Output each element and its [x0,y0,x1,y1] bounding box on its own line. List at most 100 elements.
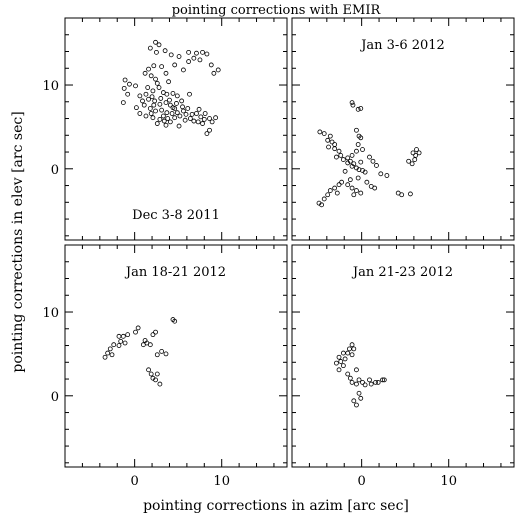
data-point [327,133,333,139]
data-point [146,96,151,102]
data-point [367,154,372,160]
data-point [146,66,151,72]
data-point [183,111,189,117]
data-point [340,363,346,369]
data-point [180,104,185,110]
data-point [143,91,149,97]
data-point [409,161,415,167]
data-point [374,163,379,168]
data-point [176,123,182,129]
data-point [338,359,344,364]
data-point [410,150,416,156]
data-point [162,48,168,54]
data-point [347,346,352,352]
data-point [177,113,183,119]
data-point [325,137,331,143]
data-point [122,340,128,346]
data-point [156,85,162,90]
data-point [215,67,221,73]
data-point [141,102,147,108]
data-point [336,354,342,360]
panels-layer: 0 10 Dec 3-8 2011 Jan 3-6 2012 0 10 0 10 Jan 18-… [42,17,515,489]
data-point [204,51,210,57]
data-point [150,115,156,121]
data-point [187,91,192,97]
panel-label: Dec 3-8 2011 [132,208,220,223]
data-point [145,85,151,90]
data-point [167,102,173,108]
data-point [147,342,153,348]
data-point [332,142,338,147]
data-point [172,62,178,68]
panel-jan-3-6-2012: Jan 3-6 2012 [291,17,515,241]
data-point [349,163,355,169]
data-point [176,54,182,59]
data-point [168,52,174,58]
data-point [107,346,113,352]
data-point [354,402,359,408]
data-point [333,360,339,366]
data-point [209,119,215,125]
data-point [153,39,158,45]
panel-frame [291,244,515,468]
data-point [159,64,165,69]
data-point [326,144,331,150]
data-point [159,107,165,113]
data-point [213,115,219,121]
data-point [197,57,203,63]
data-point [198,114,204,120]
data-point [179,98,185,104]
data-point [158,96,164,101]
data-point [412,157,418,162]
data-point [153,377,158,383]
data-point [153,329,158,335]
data-point [170,90,176,96]
data-point [163,122,169,128]
data-point [360,147,365,152]
panel-frame [64,244,288,468]
data-point [342,356,348,362]
data-point [137,111,143,116]
data-point [204,131,210,137]
data-point [321,131,327,137]
data-point [163,100,169,106]
data-point [354,381,359,387]
data-point [329,139,335,145]
data-point [116,343,122,348]
data-point [189,111,195,117]
data-point [133,83,138,89]
data-point [133,105,139,111]
data-point [156,42,162,48]
data-point [125,332,131,338]
data-point [154,80,160,86]
data-point [191,118,197,124]
panel-label: Jan 3-6 2012 [359,38,445,53]
data-point [338,152,344,158]
data-point [174,110,180,116]
data-point [207,127,212,133]
panel-label: Jan 21-23 2012 [351,265,453,280]
data-point [127,81,132,87]
data-point [148,73,154,79]
data-point [356,377,362,383]
data-point [140,98,145,104]
data-point [378,171,384,177]
data-point [167,119,173,125]
data-point [351,398,357,404]
data-point [345,182,351,188]
data-point [340,157,346,162]
data-point [149,94,155,100]
figure-title: pointing corrections with EMIR [172,3,382,18]
panel-dec-2011: 0 10 Dec 3-8 2011 [42,17,288,241]
data-point [354,188,359,193]
data-point [381,377,387,383]
data-point [105,350,111,356]
data-point [166,79,172,85]
data-point [125,91,131,97]
data-point [116,333,122,339]
data-point [167,97,172,103]
data-point [207,116,212,121]
data-point [334,190,340,196]
data-point [416,150,422,156]
data-point [150,88,156,94]
